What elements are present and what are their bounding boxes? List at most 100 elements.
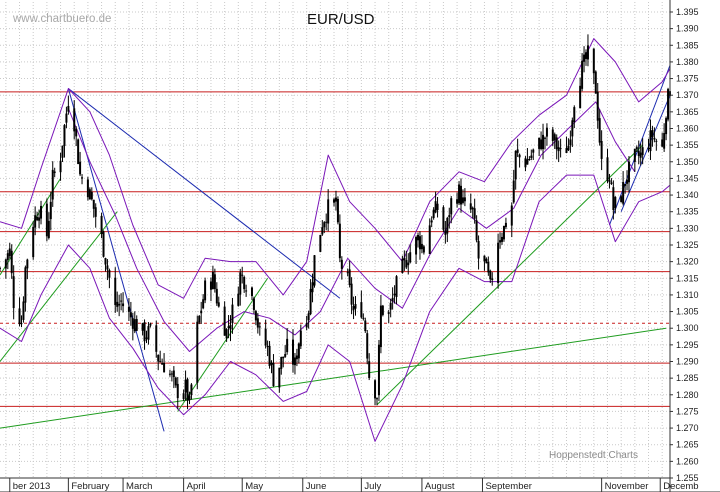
y-tick-label: 1.340: [676, 190, 699, 200]
candle-body: [487, 261, 490, 273]
candle-body: [477, 240, 480, 259]
candle-body: [270, 362, 273, 365]
candle-body: [321, 227, 324, 235]
candle-body: [170, 373, 173, 375]
candle-body: [268, 345, 271, 367]
candle-body: [102, 231, 105, 257]
candle-body: [471, 207, 474, 210]
candle-body: [428, 225, 431, 254]
candle-body: [133, 319, 136, 332]
candle-body: [49, 201, 52, 220]
y-tick-label: 1.285: [676, 373, 699, 383]
y-tick-label: 1.385: [676, 40, 699, 50]
candle-body: [530, 155, 533, 158]
candle-body: [551, 129, 554, 141]
y-tick-label: 1.325: [676, 240, 699, 250]
candle-body: [79, 161, 82, 175]
candle-body: [22, 301, 25, 320]
horizontal-levels-layer: [0, 91, 670, 407]
candle-body: [497, 242, 500, 284]
y-tick-label: 1.300: [676, 323, 699, 333]
bollinger-middle-band: [67, 101, 636, 352]
candle-body: [161, 363, 164, 365]
candle-body: [0, 267, 1, 269]
candle-body: [499, 240, 502, 243]
candle-body: [282, 356, 285, 359]
y-tick-label: 1.365: [676, 107, 699, 117]
candle-body: [381, 305, 384, 315]
candle-body: [127, 306, 130, 312]
candle-body: [51, 169, 54, 200]
candle-body: [200, 310, 203, 314]
candle-body: [319, 234, 322, 252]
source-label: www.chartbuero.de: [12, 13, 111, 25]
candle-body: [555, 137, 558, 150]
candle-body: [325, 221, 328, 223]
candle-body: [627, 161, 630, 183]
candle-body: [323, 222, 326, 228]
candle-body: [377, 344, 380, 396]
candle-body: [553, 134, 556, 141]
candle-body: [542, 134, 545, 150]
chart-title: EUR/USD: [307, 11, 375, 28]
bollinger-upper-band: [0, 38, 671, 299]
y-tick-label: 1.290: [676, 356, 699, 366]
candle-body: [254, 311, 257, 321]
candle-body: [387, 312, 390, 314]
candle-body: [532, 149, 535, 153]
candle-body: [491, 278, 494, 280]
candle-body: [77, 139, 80, 164]
candle-body: [32, 226, 35, 258]
candle-body: [573, 107, 576, 123]
candle-body: [217, 302, 220, 307]
y-tick-label: 1.370: [676, 90, 699, 100]
trendline: [0, 211, 118, 362]
candle-body: [663, 133, 666, 149]
candle-body: [311, 282, 314, 293]
x-tick-label: November: [605, 481, 649, 492]
candle-body: [129, 312, 132, 318]
candle-body: [231, 304, 234, 324]
candle-body: [88, 189, 91, 200]
candle-body: [557, 147, 560, 152]
candle-body: [543, 137, 546, 139]
candle-body: [104, 258, 107, 265]
candle-body: [53, 171, 56, 174]
candle-body: [155, 325, 158, 352]
y-tick-label: 1.330: [676, 223, 699, 233]
candle-body: [24, 267, 27, 303]
candle-body: [665, 118, 668, 135]
candle-body: [436, 203, 439, 210]
candle-body: [313, 255, 316, 286]
candle-body: [299, 330, 302, 347]
candle-body: [586, 45, 589, 60]
candle-body: [641, 147, 644, 156]
candle-body: [327, 199, 330, 224]
candle-body: [184, 379, 187, 393]
candle-body: [528, 158, 531, 160]
candle-body: [26, 259, 29, 269]
y-tick-label: 1.275: [676, 406, 699, 416]
candle-body: [100, 215, 103, 235]
candle-body: [473, 208, 476, 219]
candle-body: [346, 272, 349, 274]
candle-body: [81, 177, 84, 179]
candle-body: [456, 199, 459, 204]
candle-body: [418, 236, 421, 250]
candle-body: [223, 306, 226, 336]
y-tick-label: 1.255: [676, 473, 699, 483]
candle-body: [159, 361, 162, 363]
candle-body: [516, 149, 519, 153]
y-tick-label: 1.350: [676, 157, 699, 167]
candle-body: [622, 182, 625, 204]
candle-body: [250, 287, 253, 297]
candle-body: [135, 319, 138, 331]
candle-body: [114, 277, 117, 306]
candle-body: [176, 383, 179, 399]
candle-body: [581, 60, 584, 89]
candle-body: [661, 139, 664, 147]
candle-body: [141, 323, 144, 331]
candle-body: [364, 320, 367, 332]
candle-body: [213, 274, 216, 290]
candle-body: [483, 255, 486, 262]
